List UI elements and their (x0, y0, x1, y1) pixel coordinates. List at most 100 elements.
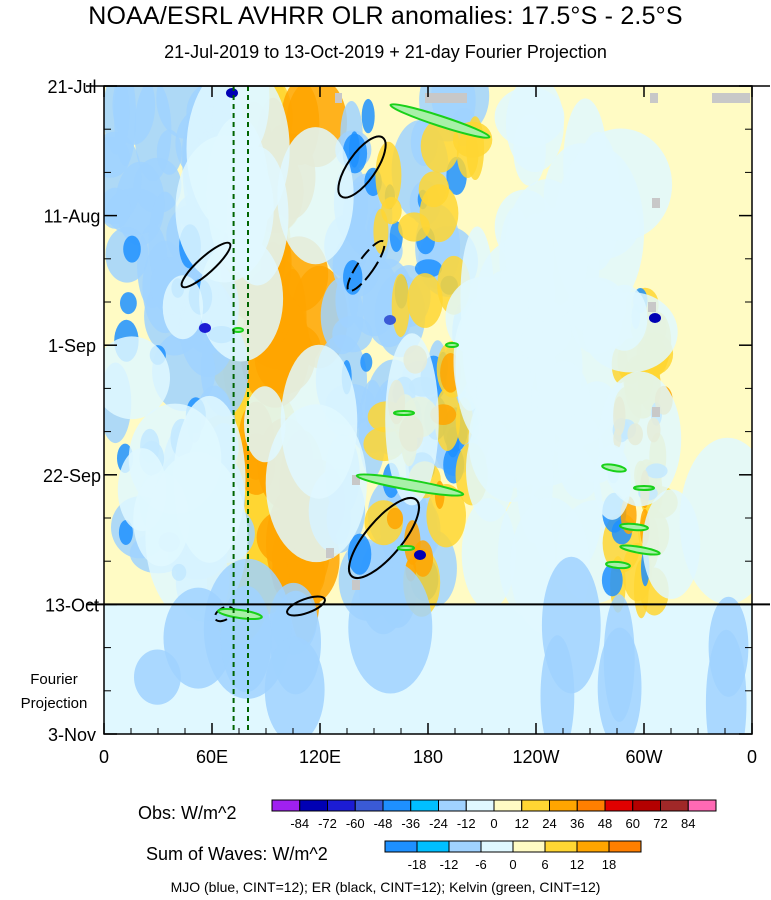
obs-legend-swatch (438, 799, 467, 812)
obs-legend-swatch (299, 799, 328, 812)
waves-legend-swatch (576, 840, 610, 853)
obs-legend-swatch (493, 799, 523, 812)
y-tick-label: 22-Sep (43, 466, 101, 486)
obs-legend-swatch (687, 799, 717, 812)
anomaly-blob (123, 235, 141, 263)
waves-legend: -18 -12 -6 0 6 12 18 (384, 840, 642, 872)
missing-data-patch (648, 302, 656, 312)
anomaly-blob (504, 179, 589, 322)
kelvin-wave-contour (355, 473, 465, 497)
chart-subtitle: 21-Jul-2019 to 13-Oct-2019 + 21-day Four… (164, 42, 607, 62)
anomaly-blob (347, 533, 372, 575)
missing-data-patch (352, 580, 360, 590)
x-tick-label: 60E (196, 747, 228, 767)
missing-data-patch (650, 93, 658, 103)
er-wave-contour (348, 496, 420, 580)
anomaly-blob (320, 277, 364, 355)
obs-legend-level: -72 (318, 816, 337, 831)
anomaly-blob (582, 292, 678, 373)
missing-data-patch (652, 198, 660, 208)
y-tick-label: 3-Nov (48, 725, 96, 745)
anomaly-blob (679, 437, 752, 605)
missing-data-patch (352, 475, 360, 485)
waves-legend-swatch (448, 840, 482, 853)
kelvin-wave-contour (619, 522, 649, 532)
anomaly-blob (348, 561, 433, 694)
anomaly-blob (375, 141, 402, 209)
kelvin-wave-contour (619, 544, 661, 556)
missing-data-patch (652, 407, 660, 417)
anomaly-blob (557, 413, 604, 500)
obs-legend-swatch (632, 799, 661, 812)
y-tick-label: 13-Oct (45, 595, 99, 615)
footer-note: MJO (blue, CINT=12); ER (black, CINT=12)… (170, 879, 601, 895)
anomaly-blob (361, 98, 375, 134)
anomaly-blob (419, 184, 459, 243)
anomaly-core (384, 315, 396, 325)
missing-data-patch (425, 93, 467, 103)
anomaly-blob (391, 273, 410, 338)
obs-legend-swatch (660, 799, 689, 812)
waves-legend-level: 18 (602, 857, 616, 872)
anomaly-blob (601, 563, 623, 597)
anomaly-blob (119, 292, 137, 315)
missing-data-patch (335, 93, 342, 103)
obs-legend-level: -12 (457, 816, 476, 831)
anomaly-blob (360, 352, 373, 372)
y-axis-ticks: 21-Jul 11-Aug 1-Sep 22-Sep 13-Oct 3-Nov Fourie… (21, 77, 752, 745)
waves-legend-level: 0 (509, 857, 516, 872)
er-wave-contour (180, 241, 232, 289)
obs-legend-swatch (354, 799, 384, 812)
anomaly-core (649, 313, 661, 323)
er-wave-contour (346, 240, 386, 292)
waves-legend-level: -12 (440, 857, 459, 872)
anomaly-blob (104, 187, 131, 229)
obs-legend-level: 12 (515, 816, 529, 831)
anomaly-blob (414, 259, 443, 278)
obs-legend-level: 48 (598, 816, 612, 831)
kelvin-wave-contour (605, 560, 631, 570)
obs-legend-swatch (604, 799, 634, 812)
obs-legend-level: -36 (401, 816, 420, 831)
obs-legend-swatch (521, 799, 550, 812)
waves-legend-swatch (608, 840, 642, 853)
waves-legend-level: -18 (408, 857, 427, 872)
obs-legend-level: 72 (653, 816, 667, 831)
obs-legend-level: 36 (570, 816, 584, 831)
er-wave-contour (337, 135, 387, 199)
anomaly-core (199, 323, 211, 333)
x-tick-label: 120W (512, 747, 559, 767)
x-axis-ticks: 0 60E 120E 180 120W 60W 0 (99, 86, 757, 767)
olr-anomaly-field (104, 86, 752, 734)
kelvin-wave-contour (633, 485, 655, 491)
anomaly-blob (540, 635, 575, 734)
obs-legend-label: Obs: W/m^2 (138, 803, 237, 823)
obs-legend-swatch (576, 799, 606, 812)
anomaly-blob (264, 636, 325, 734)
kelvin-wave-contour (397, 545, 415, 551)
kelvin-wave-contour (393, 410, 415, 416)
y-tick-label: 21-Jul (47, 77, 96, 97)
kelvin-wave-contour (217, 607, 263, 621)
anomaly-blob (385, 333, 439, 506)
waves-legend-swatch (384, 840, 418, 853)
anomaly-blob (156, 129, 182, 175)
anomaly-blob (220, 585, 272, 693)
obs-legend-level: 60 (626, 816, 640, 831)
x-tick-label: 0 (747, 747, 757, 767)
obs-legend-level: -24 (429, 816, 448, 831)
er-wave-contour (286, 595, 326, 617)
kelvin-wave-contour (445, 342, 459, 348)
waves-legend-label: Sum of Waves: W/m^2 (146, 844, 328, 864)
anomaly-blob (175, 135, 274, 283)
x-tick-label: 180 (413, 747, 443, 767)
obs-legend-swatch (410, 799, 439, 812)
kelvin-wave-contour (601, 463, 627, 473)
obs-legend-swatch (382, 799, 412, 812)
obs-legend: -84 -72 -60 -48 -36 -24 -12 0 12 24 36 48 60 72 84 (271, 799, 717, 831)
obs-legend-level: -60 (346, 816, 365, 831)
anomaly-core (226, 88, 238, 98)
waves-legend-swatch (512, 840, 546, 853)
obs-legend-level: -84 (290, 816, 309, 831)
